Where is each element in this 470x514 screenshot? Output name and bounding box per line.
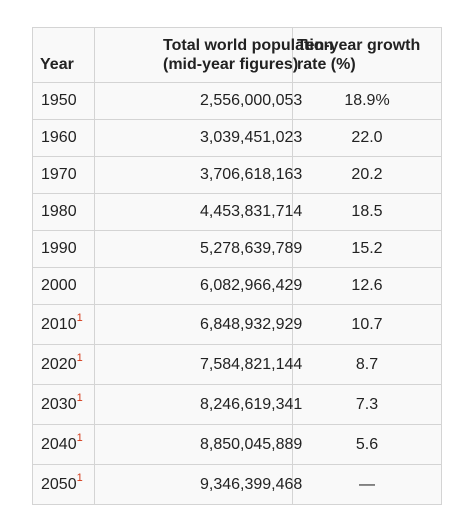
growth-rate-cell: 15.2 [292,230,442,268]
footnote-marker[interactable]: 1 [76,352,83,365]
table-row: 1980 4,453,831,714 18.5 [32,193,442,231]
header-population-line1: Total world population [163,37,334,54]
population-cell: 9,346,399,468 [94,464,302,505]
year-value: 2050 [41,475,77,493]
table-row: 1970 3,706,618,163 20.2 [32,156,442,194]
year-value: 1980 [41,203,77,220]
growth-rate-cell: 20.2 [292,156,442,194]
footnote-marker[interactable]: 1 [76,432,83,445]
year-value: 2010 [41,315,77,333]
table-row: 20401 8,850,045,889 5.6 [32,424,442,465]
population-cell: 2,556,000,053 [94,82,302,120]
header-growth-line1: Ten-year growth [297,37,421,54]
year-value: 1960 [41,129,77,146]
table-row: 20501 9,346,399,468— [32,464,442,505]
year-cell: 2000 [32,267,95,305]
growth-rate-cell: 7.3 [292,384,442,425]
population-cell: 6,082,966,429 [94,267,302,305]
header-population-line2: (mid-year figures) [163,56,299,73]
table-row: 20301 8,246,619,341 7.3 [32,384,442,425]
growth-rate-cell: 10.7 [292,304,442,345]
year-cell: 1970 [32,156,95,194]
population-cell: 6,848,932,929 [94,304,302,345]
year-cell: 1950 [32,82,95,120]
year-cell: 20201 [32,344,95,385]
year-cell: 20101 [32,304,95,345]
year-cell: 20401 [32,424,95,465]
table-row: 1960 3,039,451,023 22.0 [32,119,442,157]
table-row: 20201 7,584,821,144 8.7 [32,344,442,385]
year-value: 2040 [41,435,77,453]
population-cell: 8,246,619,341 [94,384,302,425]
table-row: 2000 6,082,966,429 12.6 [32,267,442,305]
footnote-marker[interactable]: 1 [76,312,83,325]
header-year: Year [32,27,95,83]
population-cell: 4,453,831,714 [94,193,302,231]
table-row: 1950 2,556,000,053 18.9% [32,82,442,120]
year-cell: 20301 [32,384,95,425]
year-cell: 20501 [32,464,95,505]
year-cell: 1980 [32,193,95,231]
footnote-marker[interactable]: 1 [76,392,83,405]
header-population: Total world population (mid-year figures… [94,27,333,83]
year-cell: 1990 [32,230,95,268]
growth-rate-cell: 8.7 [292,344,442,385]
growth-rate-cell: 18.9% [292,82,442,120]
footnote-marker[interactable]: 1 [76,472,83,485]
world-population-table: Year Total world population (mid-year fi… [32,27,442,505]
header-row: Year Total world population (mid-year fi… [32,27,442,83]
growth-rate-cell: 22.0 [292,119,442,157]
growth-rate-cell: 12.6 [292,267,442,305]
year-value: 1990 [41,240,77,257]
table-row: 1990 5,278,639,789 15.2 [32,230,442,268]
year-value: 1970 [41,166,77,183]
growth-rate-cell: — [292,464,442,505]
growth-rate-cell: 18.5 [292,193,442,231]
year-value: 2000 [41,277,77,294]
year-value: 2030 [41,395,77,413]
population-cell: 5,278,639,789 [94,230,302,268]
population-cell: 7,584,821,144 [94,344,302,385]
year-value: 2020 [41,355,77,373]
table-row: 20101 6,848,932,929 10.7 [32,304,442,345]
year-cell: 1960 [32,119,95,157]
header-growth-line2: rate (%) [297,56,356,73]
header-growth: Ten-year growth rate (%) [292,27,442,83]
population-cell: 8,850,045,889 [94,424,302,465]
growth-rate-cell: 5.6 [292,424,442,465]
year-value: 1950 [41,92,77,109]
population-cell: 3,039,451,023 [94,119,302,157]
population-cell: 3,706,618,163 [94,156,302,194]
table-body: 1950 2,556,000,053 18.9% 1960 3,039,451,023 2… [32,82,442,505]
